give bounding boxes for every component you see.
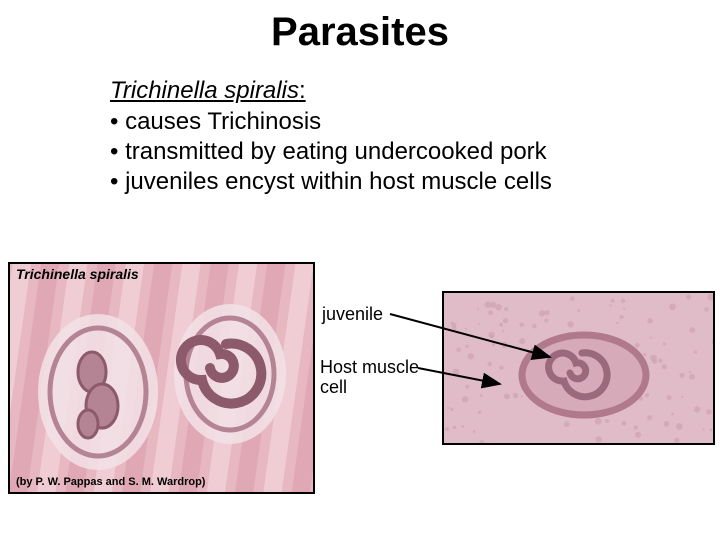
arrow-host [0,10,720,550]
